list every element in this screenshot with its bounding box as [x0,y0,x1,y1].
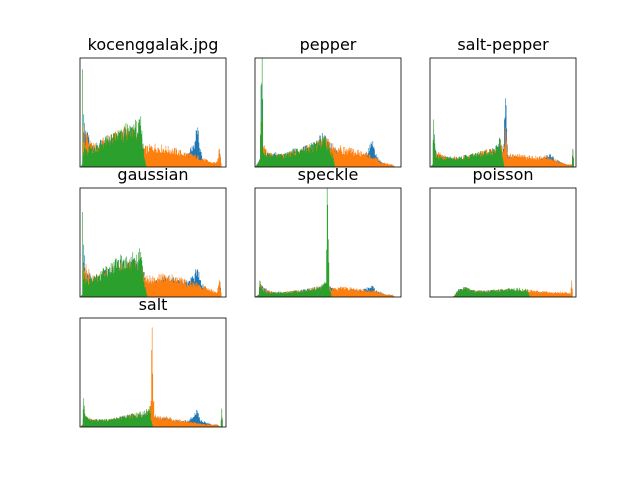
histogram-bars [255,188,395,297]
axes-frame [429,187,577,298]
histogram-series-2 [430,127,574,167]
axes-frame [79,317,227,428]
axes-frame [254,187,402,298]
histogram-bars [80,69,222,167]
histogram-panel-5: speckle [254,165,402,298]
histogram-series-3 [255,58,335,167]
histogram-series-3 [80,398,223,427]
histogram-series-2 [80,327,223,427]
histogram-bars [255,58,395,167]
histogram-bars [430,98,574,167]
histogram-series-3 [255,188,332,297]
panel-title: gaussian [117,165,188,184]
histogram-panel-2: pepper [254,35,402,168]
axes-frame [254,57,402,168]
axes-frame [79,57,227,168]
panel-title: pepper [300,35,357,54]
histogram-panel-7: salt [79,295,227,428]
axes-frame [429,57,577,168]
histogram-bars [453,280,573,297]
panel-title: poisson [473,165,534,184]
histogram-series-3 [80,211,148,297]
panel-title: salt-pepper [457,35,549,54]
histogram-bars [80,327,223,427]
histogram-panel-3: salt-pepper [429,35,577,168]
histogram-panel-4: gaussian [79,165,227,298]
histogram-panel-6: poisson [429,165,577,298]
panel-title: kocenggalak.jpg [88,35,219,54]
axes-frame [79,187,227,298]
histogram-series-3 [80,69,147,167]
panel-title: speckle [298,165,359,184]
histogram-series-3 [430,119,574,167]
histogram-bars [80,211,222,297]
panel-title: salt [139,295,168,314]
histogram-series-3 [453,286,530,297]
histogram-panel-1: kocenggalak.jpg [79,35,227,168]
